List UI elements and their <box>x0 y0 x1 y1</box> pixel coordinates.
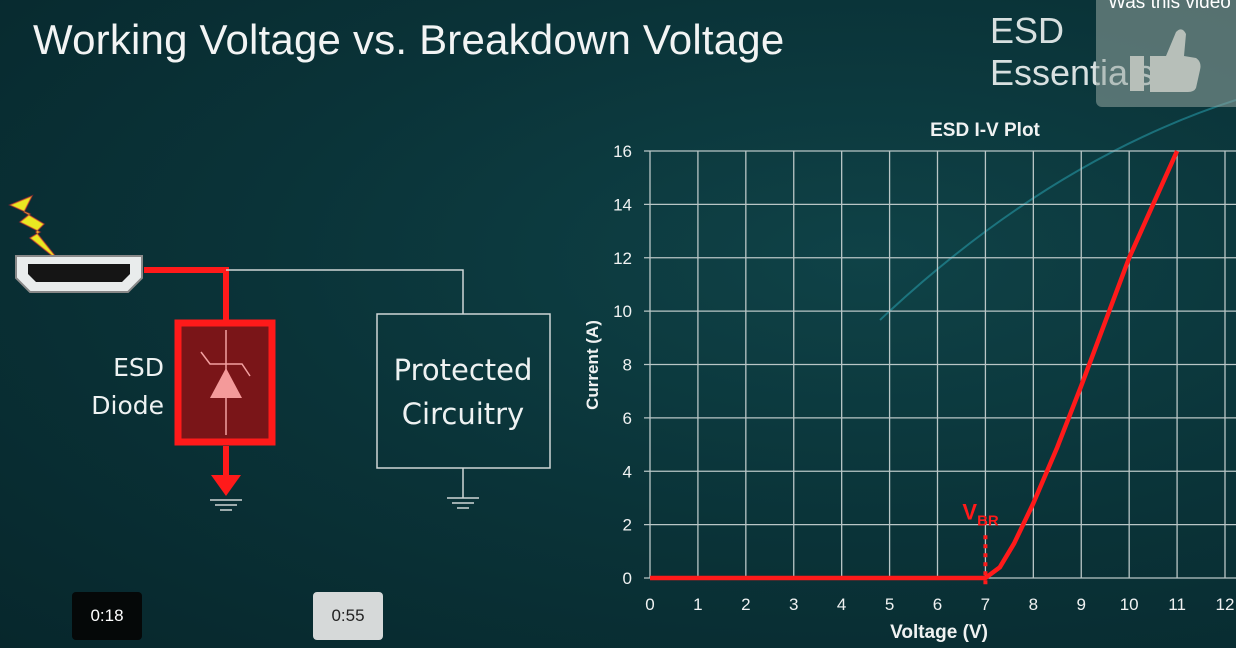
signal-line-red <box>144 267 229 322</box>
y-tick-label: 2 <box>623 516 632 535</box>
y-tick-label: 4 <box>623 462 632 481</box>
hover-time-tooltip: 0:55 <box>313 592 383 640</box>
feedback-question: Was this video <box>1108 0 1231 13</box>
x-tick-label: 0 <box>645 595 654 614</box>
protected-label-2: Circuitry <box>402 397 524 431</box>
signal-line <box>226 269 464 314</box>
x-axis-label: Voltage (V) <box>890 622 988 643</box>
x-tick-label: 3 <box>789 595 798 614</box>
x-tick-label: 9 <box>1077 595 1086 614</box>
ground-icon <box>210 499 242 511</box>
protected-circuitry-box <box>376 313 551 469</box>
ground-icon <box>447 497 479 509</box>
x-tick-label: 10 <box>1120 595 1139 614</box>
diode-label-2: Diode <box>91 391 164 420</box>
protected-label-1: Protected <box>394 353 533 387</box>
x-tick-label: 4 <box>837 595 846 614</box>
x-tick-label: 5 <box>885 595 894 614</box>
x-tick-label: 1 <box>693 595 702 614</box>
y-tick-label: 16 <box>613 142 632 161</box>
diode-label-1: ESD <box>113 353 164 382</box>
x-tick-label: 11 <box>1168 595 1186 614</box>
x-tick-label: 6 <box>933 595 942 614</box>
tvs-diode-icon <box>200 330 251 435</box>
thumbs-up-icon <box>1130 29 1201 92</box>
y-tick-label: 6 <box>623 409 632 428</box>
x-tick-label: 8 <box>1029 595 1038 614</box>
slide-title: Working Voltage vs. Breakdown Voltage <box>33 16 785 63</box>
y-tick-label: 10 <box>613 302 632 321</box>
circuit-diagram: ESD Diode Protected Circuitry <box>8 194 551 511</box>
current-time-badge: 0:18 <box>72 592 142 640</box>
decorative-arc <box>879 99 1236 321</box>
iv-curve-series <box>650 150 1180 581</box>
vbr-annotation: VBR <box>962 499 999 529</box>
hdmi-port-icon <box>15 255 143 293</box>
chart-title: ESD I-V Plot <box>930 120 1040 141</box>
y-tick-label: 8 <box>623 356 632 375</box>
x-tick-label: 12 <box>1216 595 1235 614</box>
x-tick-label: 2 <box>741 595 750 614</box>
feedback-thumbs-up-button[interactable] <box>1096 0 1236 107</box>
y-tick-label: 0 <box>623 569 632 588</box>
y-tick-label: 12 <box>613 249 632 268</box>
y-tick-label: 14 <box>613 195 632 214</box>
x-tick-label: 7 <box>981 595 990 614</box>
y-axis-label: Current (A) <box>583 320 602 410</box>
arrow-down-icon <box>211 475 241 496</box>
